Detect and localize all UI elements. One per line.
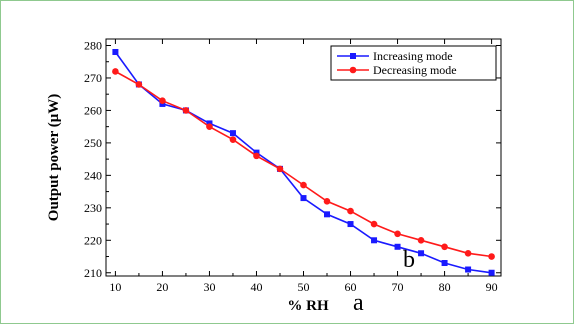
y-tick-label: 260	[84, 103, 102, 117]
data-point	[464, 249, 472, 257]
legend-label: Increasing mode	[373, 49, 453, 63]
data-point	[394, 243, 401, 250]
data-point	[159, 97, 166, 104]
x-tick-label: 20	[156, 280, 168, 294]
y-tick-label: 240	[84, 168, 102, 182]
x-tick-label: 80	[439, 280, 451, 294]
data-point	[394, 230, 401, 238]
x-tick-label: 10	[109, 280, 121, 294]
data-point	[370, 220, 378, 228]
x-tick-label: 40	[250, 280, 262, 294]
x-axis-title: % RH	[287, 298, 329, 314]
series-line	[114, 51, 492, 274]
data-point	[418, 250, 425, 257]
data-point	[347, 207, 354, 215]
x-tick-label: 90	[486, 280, 498, 294]
data-point	[229, 136, 237, 143]
data-point	[276, 165, 284, 173]
x-tick-label: 60	[345, 280, 357, 294]
y-tick-label: 230	[84, 201, 102, 215]
data-point	[417, 236, 425, 244]
data-point	[112, 68, 119, 75]
series-2	[112, 68, 495, 260]
data-point	[441, 243, 448, 251]
data-point	[300, 181, 307, 189]
data-point	[441, 260, 448, 267]
data-point	[300, 195, 307, 202]
y-axis-title: Output power (μW)	[46, 94, 62, 221]
data-point	[488, 253, 495, 260]
legend-marker	[349, 66, 357, 74]
data-point	[488, 269, 495, 276]
data-point	[323, 198, 331, 205]
series-line	[115, 70, 492, 258]
data-point	[112, 48, 119, 55]
data-point	[206, 123, 213, 130]
data-point	[182, 107, 190, 114]
data-point	[253, 152, 260, 160]
data-point	[465, 266, 472, 273]
data-point	[371, 237, 378, 244]
series-layer	[112, 48, 495, 276]
series-1	[112, 48, 495, 276]
y-tick-label: 210	[84, 266, 102, 280]
data-point	[229, 130, 236, 137]
data-point	[324, 211, 331, 218]
y-tick-label: 250	[84, 136, 102, 150]
y-tick-label: 280	[84, 38, 102, 52]
annotation-a: a	[353, 290, 364, 316]
annotation-b: b	[403, 247, 415, 273]
y-tick-label: 220	[84, 233, 102, 247]
legend-marker	[350, 53, 356, 59]
data-point	[135, 81, 143, 88]
x-tick-label: 70	[392, 280, 404, 294]
x-tick-label: 30	[203, 280, 215, 294]
data-point	[347, 221, 354, 228]
legend-box	[330, 45, 497, 81]
y-tick-label: 270	[84, 71, 102, 85]
x-tick-label: 50	[298, 280, 310, 294]
axes: 10 20 30 40 50 60 70 80 90 210 220 230 240 250 260 270 2…	[84, 38, 502, 294]
legend-label: Decreasing mode	[373, 63, 457, 77]
